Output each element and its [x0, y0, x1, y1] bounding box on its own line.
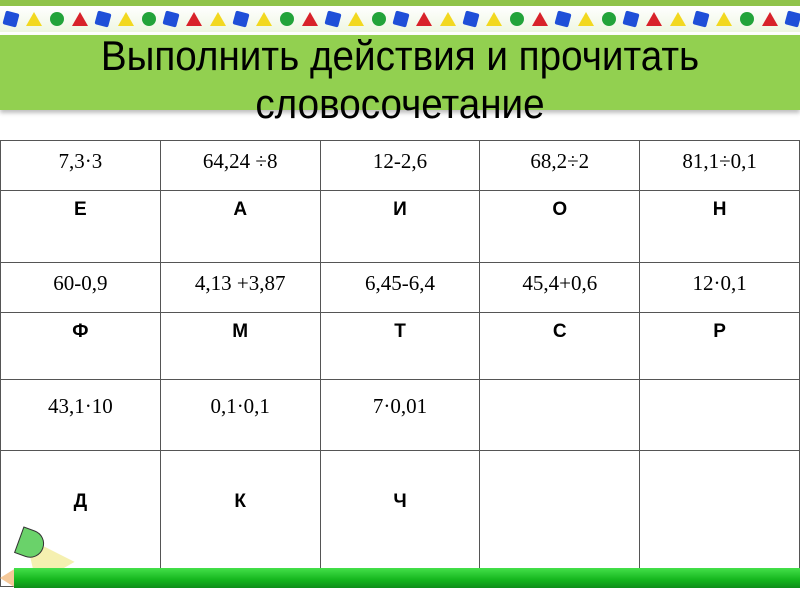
- decorative-shape-icon: [602, 12, 616, 26]
- decorative-shape-icon: [392, 10, 410, 28]
- task-table: 7,3·3 64,24 ÷8 12-2,6 68,2÷2 81,1÷0,1 Е …: [0, 140, 800, 587]
- decorative-shape-icon: [440, 12, 456, 26]
- table-cell: Д: [0, 450, 161, 587]
- decorative-shape-icon: [646, 12, 662, 26]
- table-cell: А: [159, 190, 321, 263]
- table-cell: 81,1÷0,1: [639, 140, 800, 191]
- decorative-shape-icon: [162, 10, 180, 28]
- decorative-shape-icon: [716, 12, 732, 26]
- decorative-shape-icon: [510, 12, 524, 26]
- slide-title: Выполнить действия и прочитать словосоче…: [100, 32, 700, 127]
- table-cell: Ч: [319, 450, 481, 587]
- table-cell: 64,24 ÷8: [159, 140, 321, 191]
- pencil-tip-icon: [0, 568, 16, 588]
- decorative-shape-icon: [26, 12, 42, 26]
- decorative-shape-icon: [622, 10, 640, 28]
- table-cell: 12-2,6: [319, 140, 481, 191]
- table-cell: М: [159, 312, 321, 380]
- table-cell: 60-0,9: [0, 262, 161, 313]
- table-cell: [479, 379, 641, 451]
- top-border: [0, 0, 800, 6]
- table-cell: 7·0,01: [319, 379, 481, 451]
- decorative-shape-icon: [348, 12, 364, 26]
- pencil-icon: [14, 568, 800, 588]
- table-cell: О: [479, 190, 641, 263]
- table-row: Д К Ч: [0, 450, 800, 587]
- table-cell: 45,4+0,6: [479, 262, 641, 313]
- table-cell: С: [479, 312, 641, 380]
- decorative-shape-icon: [740, 12, 754, 26]
- decorative-shape-icon: [50, 12, 64, 26]
- table-cell: К: [159, 450, 321, 587]
- decorative-shape-icon: [762, 12, 778, 26]
- table-cell: 43,1·10: [0, 379, 161, 451]
- decorative-shape-icon: [532, 12, 548, 26]
- decorative-shape-icon: [256, 12, 272, 26]
- decorative-shape-icon: [670, 12, 686, 26]
- table-cell: 6,45-6,4: [319, 262, 481, 313]
- table-cell: 12·0,1: [639, 262, 800, 313]
- decorative-shape-icon: [462, 10, 480, 28]
- table-cell: Т: [319, 312, 481, 380]
- table-row: Е А И О Н: [0, 190, 800, 263]
- decorative-shape-icon: [118, 12, 134, 26]
- decorative-shape-icon: [416, 12, 432, 26]
- title-band: [0, 35, 800, 110]
- decorative-shape-icon: [302, 12, 318, 26]
- table-row: Ф М Т С Р: [0, 312, 800, 380]
- table-cell: Е: [0, 190, 161, 263]
- decorative-shape-icon: [142, 12, 156, 26]
- table-cell: Р: [639, 312, 800, 380]
- table-cell: [639, 450, 800, 587]
- table-row: 60-0,9 4,13 +3,87 6,45-6,4 45,4+0,6 12·0…: [0, 262, 800, 313]
- table-row: 43,1·10 0,1·0,1 7·0,01: [0, 379, 800, 451]
- table-cell: [479, 450, 641, 587]
- table-cell: 7,3·3: [0, 140, 161, 191]
- table-cell: 68,2÷2: [479, 140, 641, 191]
- decorative-shape-icon: [280, 12, 294, 26]
- decorative-shape-icon: [186, 12, 202, 26]
- decorative-shape-icon: [486, 12, 502, 26]
- table-cell: Н: [639, 190, 800, 263]
- decorative-shape-icon: [210, 12, 226, 26]
- decorative-shape-icon: [324, 10, 342, 28]
- decorative-shape-icon: [94, 10, 112, 28]
- table-row: 7,3·3 64,24 ÷8 12-2,6 68,2÷2 81,1÷0,1: [0, 140, 800, 191]
- decorative-shape-icon: [2, 10, 20, 28]
- decorative-shapes-strip: [0, 6, 800, 32]
- table-cell: [639, 379, 800, 451]
- table-cell: И: [319, 190, 481, 263]
- decorative-shape-icon: [72, 12, 88, 26]
- decorative-shape-icon: [784, 10, 800, 28]
- table-cell: Ф: [0, 312, 161, 380]
- table-cell: 4,13 +3,87: [159, 262, 321, 313]
- decorative-shape-icon: [372, 12, 386, 26]
- decorative-shape-icon: [554, 10, 572, 28]
- decorative-shape-icon: [232, 10, 250, 28]
- decorative-shape-icon: [578, 12, 594, 26]
- table-cell: 0,1·0,1: [159, 379, 321, 451]
- decorative-shape-icon: [692, 10, 710, 28]
